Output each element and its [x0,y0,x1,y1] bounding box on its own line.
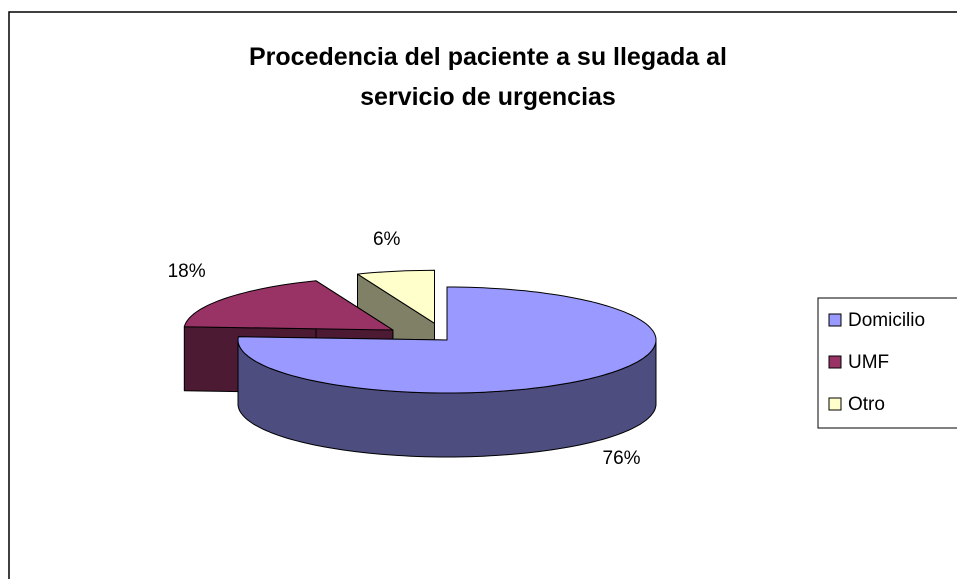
slice [237,286,657,458]
legend-label: Otro [848,394,885,415]
chart-title: Procedencia del paciente a su llegada al… [249,43,727,111]
legend-label: UMF [848,352,889,373]
data-label: 76% [603,448,641,469]
data-label: 18% [168,261,206,282]
legend-swatch [828,397,842,411]
legend-swatch [828,313,842,327]
slice-top [357,269,435,324]
legend-swatch [828,355,842,369]
data-label: 6% [373,229,401,250]
slice-top [237,286,657,394]
slice-top [183,280,394,331]
legend-label: Domicilio [848,310,925,331]
